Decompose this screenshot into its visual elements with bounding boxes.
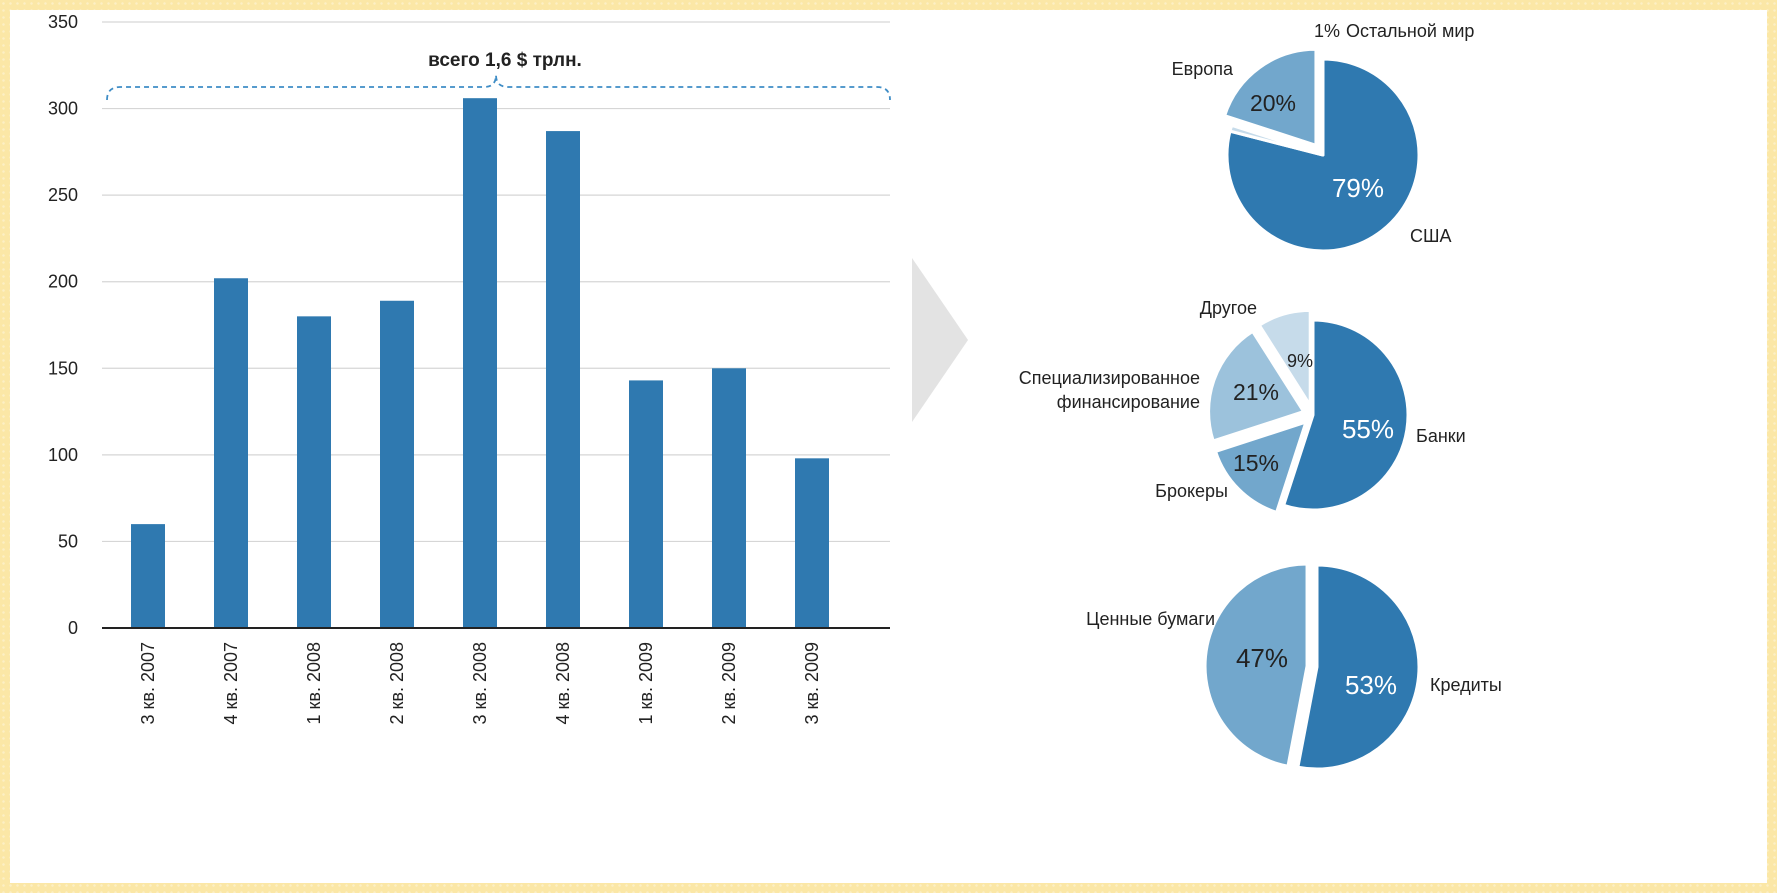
bar <box>546 131 580 628</box>
bar <box>380 300 414 628</box>
pie-category-label: финансирование <box>1057 392 1200 412</box>
bar <box>712 368 746 628</box>
total-annotation: всего 1,6 $ трлн. <box>428 50 582 71</box>
x-tick-label: 4 кв. 2007 <box>221 642 241 725</box>
pie-value-label: 1% <box>1314 21 1340 41</box>
pie-slice <box>1282 318 1410 512</box>
bar-chart: 0 50 100 150 200 250 300 350 3 кв. 2007 4 кв. 20… <box>48 12 891 725</box>
pie-slice <box>1228 123 1325 157</box>
pie-value-label: 15% <box>1233 450 1279 476</box>
pie-category-label: Кредиты <box>1430 675 1502 695</box>
pie-slice <box>1225 57 1421 253</box>
pie-by-region: 79% США Остальной мир 20% Европа 1% <box>1172 21 1474 253</box>
y-tick-label: 300 <box>48 99 78 119</box>
pie-category-label: Брокеры <box>1155 481 1228 501</box>
flow-arrow <box>912 258 968 422</box>
x-tick-label: 3 кв. 2008 <box>470 642 490 725</box>
y-axis-ticks: 0 50 100 150 200 250 300 350 <box>48 12 78 638</box>
pie-slice <box>1257 308 1312 407</box>
pie-slice <box>1296 563 1421 771</box>
x-axis-ticks: 3 кв. 2007 4 кв. 2007 1 кв. 2008 2 кв. 2008… <box>138 642 822 725</box>
bar <box>629 380 663 628</box>
pie-category-label: Остальной мир <box>1346 21 1474 41</box>
figure-canvas: 0 50 100 150 200 250 300 350 3 кв. 2007 4 кв. 20… <box>48 12 1502 771</box>
pie-value-label: 21% <box>1233 379 1279 405</box>
x-tick-label: 2 кв. 2008 <box>387 642 407 725</box>
pie-value-label: 55% <box>1342 414 1394 444</box>
bars <box>131 98 829 628</box>
total-bracket <box>106 74 891 101</box>
y-tick-label: 50 <box>58 531 78 551</box>
y-tick-label: 250 <box>48 185 78 205</box>
pie-category-label: Другое <box>1200 298 1257 318</box>
bar <box>131 524 165 628</box>
pie-value-label: 20% <box>1250 90 1296 116</box>
pie-slice <box>1207 329 1306 443</box>
pie-slice <box>1223 47 1318 147</box>
bar <box>214 278 248 628</box>
x-tick-label: 1 кв. 2009 <box>636 642 656 725</box>
pie-slice <box>1214 420 1308 514</box>
y-tick-label: 200 <box>48 272 78 292</box>
y-tick-label: 0 <box>68 618 78 638</box>
y-tick-label: 100 <box>48 445 78 465</box>
pie-category-label: Банки <box>1416 426 1466 446</box>
pie-category-label: Ценные бумаги <box>1086 609 1215 629</box>
pie-value-label: 53% <box>1345 670 1397 700</box>
x-tick-label: 2 кв. 2009 <box>719 642 739 725</box>
x-tick-label: 1 кв. 2008 <box>304 642 324 725</box>
pie-by-issuer: 55% Банки 15%Брокеры 21% Специализированное ф… <box>1019 298 1466 514</box>
pie-category-label: Специализированное <box>1019 368 1200 388</box>
y-tick-label: 350 <box>48 12 78 32</box>
pie-category-label: Европа <box>1172 59 1234 79</box>
bar <box>297 316 331 628</box>
bar <box>795 458 829 628</box>
pie-by-instrument: 53% Кредиты 47% Ценные бумаги <box>1086 562 1502 771</box>
bar <box>463 98 497 628</box>
figure-panel: 0 50 100 150 200 250 300 350 3 кв. 2007 4 кв. 20… <box>10 10 1767 883</box>
x-tick-label: 4 кв. 2008 <box>553 642 573 725</box>
pie-value-label: 47% <box>1236 643 1288 673</box>
pie-value-label: 79% <box>1332 173 1384 203</box>
y-tick-label: 150 <box>48 358 78 378</box>
pie-category-label: США <box>1410 226 1452 246</box>
pie-value-label: 9% <box>1287 351 1313 371</box>
x-tick-label: 3 кв. 2009 <box>802 642 822 725</box>
pie-slice <box>1203 562 1309 768</box>
x-tick-label: 3 кв. 2007 <box>138 642 158 725</box>
